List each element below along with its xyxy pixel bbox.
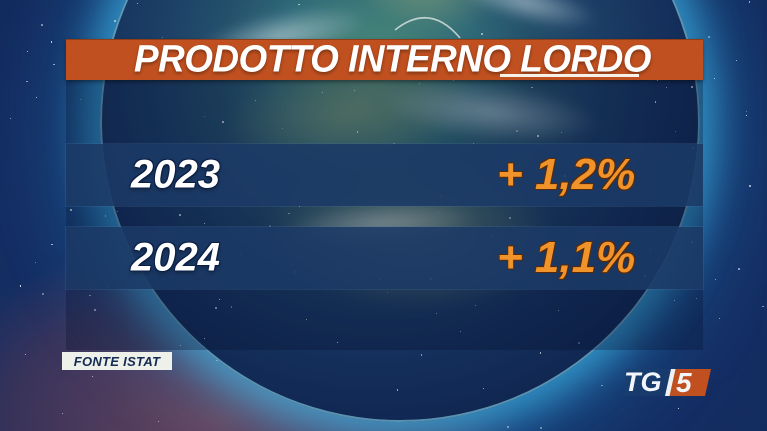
svg-text:5: 5 [676, 368, 692, 398]
svg-text:TG: TG [625, 368, 662, 397]
